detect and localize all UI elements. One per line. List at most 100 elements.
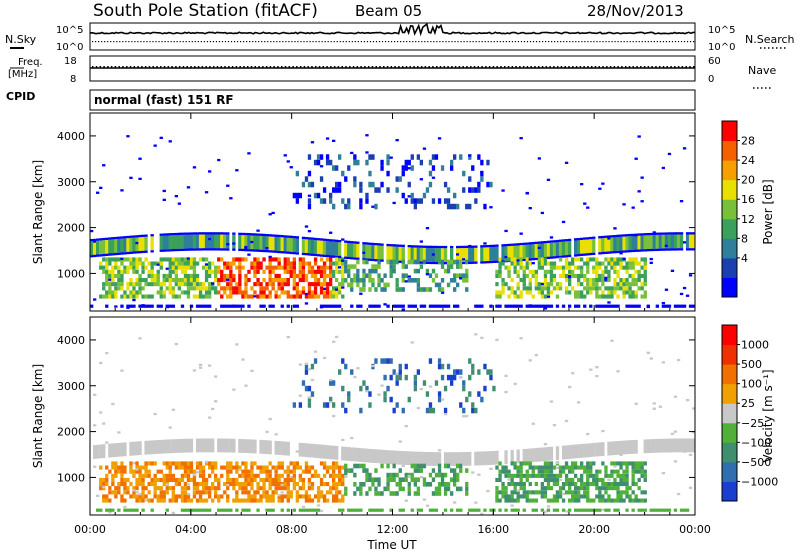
heatmap-cell [322, 402, 327, 408]
heatmap-cell [238, 282, 242, 287]
heatmap-cell [262, 249, 266, 253]
heatmap-cell [268, 261, 272, 266]
heatmap-cell [383, 303, 387, 306]
heatmap-cell [546, 482, 551, 487]
heatmap-cell [159, 294, 163, 299]
heatmap-cell [601, 461, 605, 466]
heatmap-cell [344, 446, 348, 461]
heatmap-cell [540, 304, 545, 308]
heatmap-cell [347, 264, 351, 269]
heatmap-cell [552, 473, 557, 478]
nsearch-dot [451, 41, 453, 43]
heatmap-cell [389, 156, 393, 159]
nsearch-dot [448, 41, 450, 43]
heatmap-cell [377, 273, 381, 278]
heatmap-cell [338, 473, 342, 478]
heatmap-cell [543, 490, 548, 495]
heatmap-cell [271, 465, 275, 470]
heatmap-cell [377, 245, 381, 260]
nave-dot [133, 66, 136, 68]
heatmap-cell [277, 294, 281, 299]
heatmap-cell [271, 282, 275, 287]
heatmap-cell [595, 482, 599, 487]
heatmap-cell [410, 472, 414, 478]
nave-dot [477, 66, 480, 68]
heatmap-cell [413, 245, 418, 248]
heatmap-cell [365, 491, 369, 496]
heatmap-cell [507, 473, 511, 478]
nsearch-dot [590, 41, 592, 43]
heatmap-cell [277, 257, 281, 262]
heatmap-cell [144, 234, 148, 237]
heatmap-cell [268, 482, 272, 487]
heatmap-cell [99, 186, 103, 189]
heatmap-cell [329, 241, 333, 256]
heatmap-cell [241, 358, 245, 361]
heatmap-cell [353, 159, 357, 166]
heatmap-cell [253, 290, 257, 295]
heatmap-cell [286, 251, 290, 254]
heatmap-cell [329, 290, 333, 295]
heatmap-cell [564, 461, 569, 466]
heatmap-cell [180, 438, 185, 453]
heatmap-cell [498, 490, 502, 495]
heatmap-cell [335, 187, 339, 193]
nsearch-dot [532, 41, 535, 43]
nsearch-dot [221, 41, 224, 43]
heatmap-cell [437, 259, 442, 265]
heatmap-cell [568, 477, 572, 482]
heatmap-cell [174, 439, 179, 453]
heatmap-cell [286, 257, 290, 262]
heatmap-cell [371, 242, 375, 246]
heatmap-cell [226, 232, 230, 235]
heatmap-cell [519, 245, 523, 259]
heatmap-cell [664, 234, 669, 249]
heatmap-cell [592, 252, 596, 255]
heatmap-cell [277, 273, 281, 278]
heatmap-cell [322, 254, 327, 257]
power-y-axis-label: Slant Range [km] [31, 160, 45, 264]
heatmap-cell [214, 486, 218, 491]
heatmap-cell [123, 265, 127, 270]
heatmap-cell [504, 257, 508, 262]
heatmap-cell [171, 249, 176, 252]
heatmap-cell [304, 494, 309, 499]
heatmap-cell [244, 469, 248, 474]
heatmap-cell [528, 290, 532, 295]
nsearch-dot [324, 41, 326, 43]
heatmap-cell [141, 269, 145, 274]
heatmap-cell [507, 304, 511, 308]
heatmap-cell [428, 273, 433, 278]
heatmap-cell [307, 170, 312, 177]
heatmap-cell [135, 278, 139, 283]
heatmap-cell [616, 234, 620, 237]
heatmap-cell [129, 282, 133, 287]
heatmap-cell [610, 469, 614, 474]
nave-dot [265, 66, 268, 68]
heatmap-cell [338, 490, 342, 495]
heatmap-cell [552, 508, 557, 512]
heatmap-cell [422, 259, 427, 265]
heatmap-cell [286, 265, 290, 270]
nsearch-dot [406, 41, 408, 43]
heatmap-cell [492, 260, 496, 263]
nsearch-dot [671, 41, 674, 43]
heatmap-cell [682, 147, 687, 150]
heatmap-cell [407, 245, 411, 248]
heatmap-cell [171, 477, 176, 482]
heatmap-cell [498, 269, 502, 274]
heatmap-cell [574, 304, 578, 308]
heatmap-cell [549, 242, 554, 257]
freq-unit: [MHz] [8, 69, 37, 80]
heatmap-cell [307, 269, 312, 274]
heatmap-cell [468, 261, 472, 264]
heatmap-cell [446, 264, 451, 269]
heatmap-cell [353, 375, 357, 379]
heatmap-cell [256, 233, 260, 236]
heatmap-cell [332, 139, 336, 142]
nave-dot [375, 66, 377, 68]
heatmap-cell [443, 198, 448, 204]
heatmap-cell [495, 486, 499, 491]
heatmap-cell [443, 452, 448, 466]
